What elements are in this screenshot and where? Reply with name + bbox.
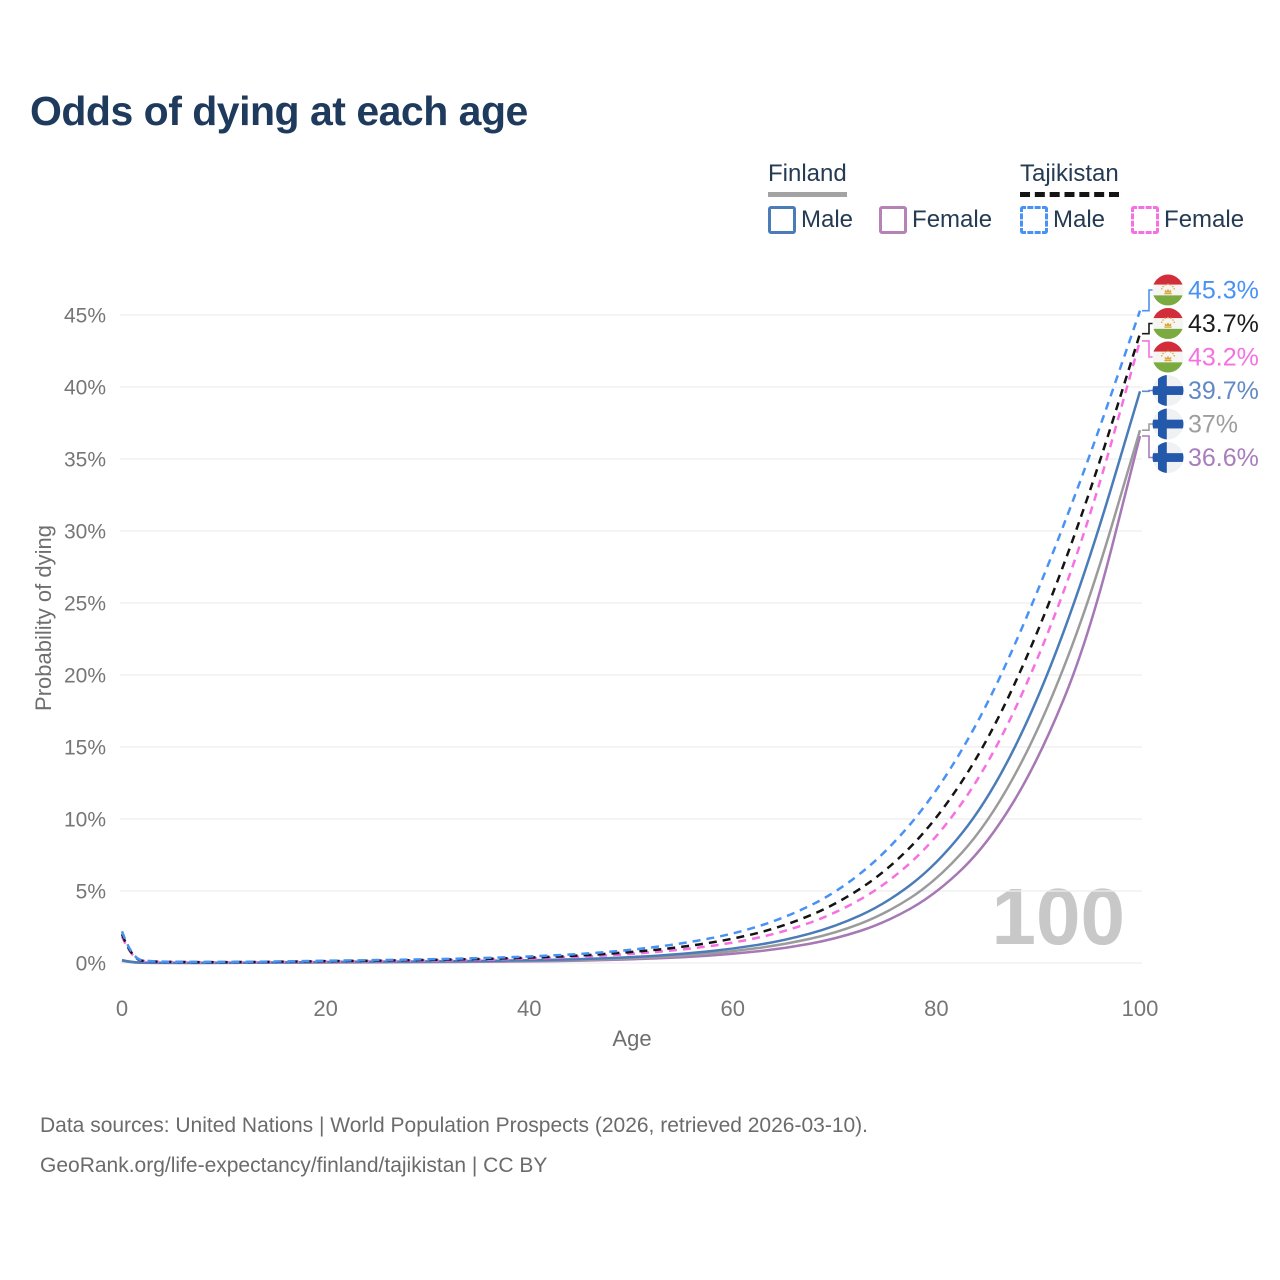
y-tick-label: 15% [64, 737, 106, 760]
x-tick-label: 80 [924, 996, 948, 1021]
y-tick-label: 10% [64, 809, 106, 832]
y-tick-label: 30% [64, 521, 106, 544]
end-label-tajikistan-both: 43.7% [1188, 310, 1259, 338]
finland-male-swatch-icon [768, 206, 796, 234]
flag-icon-tajikistan [1152, 308, 1184, 340]
leader-line-finland-male [1142, 389, 1153, 393]
page-title: Odds of dying at each age [30, 88, 528, 134]
footer: Data sources: United Nations | World Pop… [40, 1106, 868, 1186]
end-label-tajikistan-male: 45.3% [1188, 277, 1259, 305]
x-tick-label: 40 [517, 996, 541, 1021]
flag-icon-finland [1152, 375, 1184, 407]
end-label-tajikistan-female: 43.2% [1188, 344, 1259, 372]
y-tick-label: 40% [64, 377, 106, 400]
series-line-tajikistan-both[interactable] [120, 333, 1142, 964]
tajikistan-male-swatch-icon [1020, 206, 1048, 234]
y-tick-label: 0% [76, 953, 106, 976]
legend-item-label: Female [1164, 206, 1245, 233]
x-tick-label: 20 [313, 996, 337, 1021]
end-label-finland-female: 36.6% [1188, 444, 1259, 472]
y-tick-label: 20% [64, 665, 106, 688]
legend-item-tajikistan-female[interactable]: Female [1131, 206, 1244, 234]
x-tick-label: 0 [116, 996, 128, 1021]
legend-item-tajikistan-male[interactable]: Male [1020, 206, 1105, 234]
legend-item-label: Female [912, 206, 993, 233]
hover-age-watermark: 100 [991, 872, 1125, 961]
end-label-finland-male: 39.7% [1188, 377, 1259, 405]
legend-group-finland: Finland Male Female [768, 160, 992, 234]
tajikistan-female-swatch-icon [1131, 206, 1160, 234]
legend-country-tajikistan[interactable]: Tajikistan [1020, 160, 1119, 197]
x-tick-label: 60 [721, 996, 745, 1021]
y-tick-label: 5% [76, 881, 106, 904]
legend-group-tajikistan: Tajikistan Male Female [1020, 160, 1244, 234]
data-sources-line: Data sources: United Nations | World Pop… [40, 1114, 869, 1137]
legend-item-finland-male[interactable]: Male [768, 206, 853, 234]
finland-female-swatch-icon [879, 206, 908, 234]
series-line-finland-female[interactable] [121, 435, 1142, 965]
leader-line-tajikistan-male [1142, 289, 1153, 312]
leader-line-finland-both [1142, 423, 1153, 431]
y-tick-label: 25% [64, 593, 106, 616]
flag-icon-finland [1152, 408, 1184, 440]
flag-icon-finland [1152, 442, 1184, 474]
legend-item-label: Male [801, 206, 854, 233]
series-line-tajikistan-female[interactable] [120, 340, 1142, 964]
x-axis-title: Age [612, 1026, 652, 1051]
leader-line-tajikistan-female [1142, 340, 1153, 358]
legend-item-label: Male [1053, 206, 1106, 233]
end-label-finland-both: 37% [1188, 411, 1238, 439]
series-line-tajikistan-male[interactable] [120, 310, 1142, 964]
flag-icon-tajikistan [1152, 274, 1184, 306]
leader-line-finland-female [1142, 435, 1153, 459]
series-line-finland-male[interactable] [121, 390, 1142, 965]
leader-line-tajikistan-both [1142, 322, 1153, 335]
y-tick-label: 45% [64, 305, 106, 328]
x-tick-label: 100 [1122, 996, 1159, 1021]
attribution-line: GeoRank.org/life-expectancy/finland/taji… [40, 1154, 548, 1177]
series-line-finland-both[interactable] [121, 429, 1142, 965]
y-axis-title: Probability of dying [31, 525, 56, 711]
legend-item-finland-female[interactable]: Female [879, 206, 992, 234]
legend-country-finland[interactable]: Finland [768, 160, 847, 197]
flag-icon-tajikistan [1152, 341, 1184, 373]
y-tick-label: 35% [64, 449, 106, 472]
